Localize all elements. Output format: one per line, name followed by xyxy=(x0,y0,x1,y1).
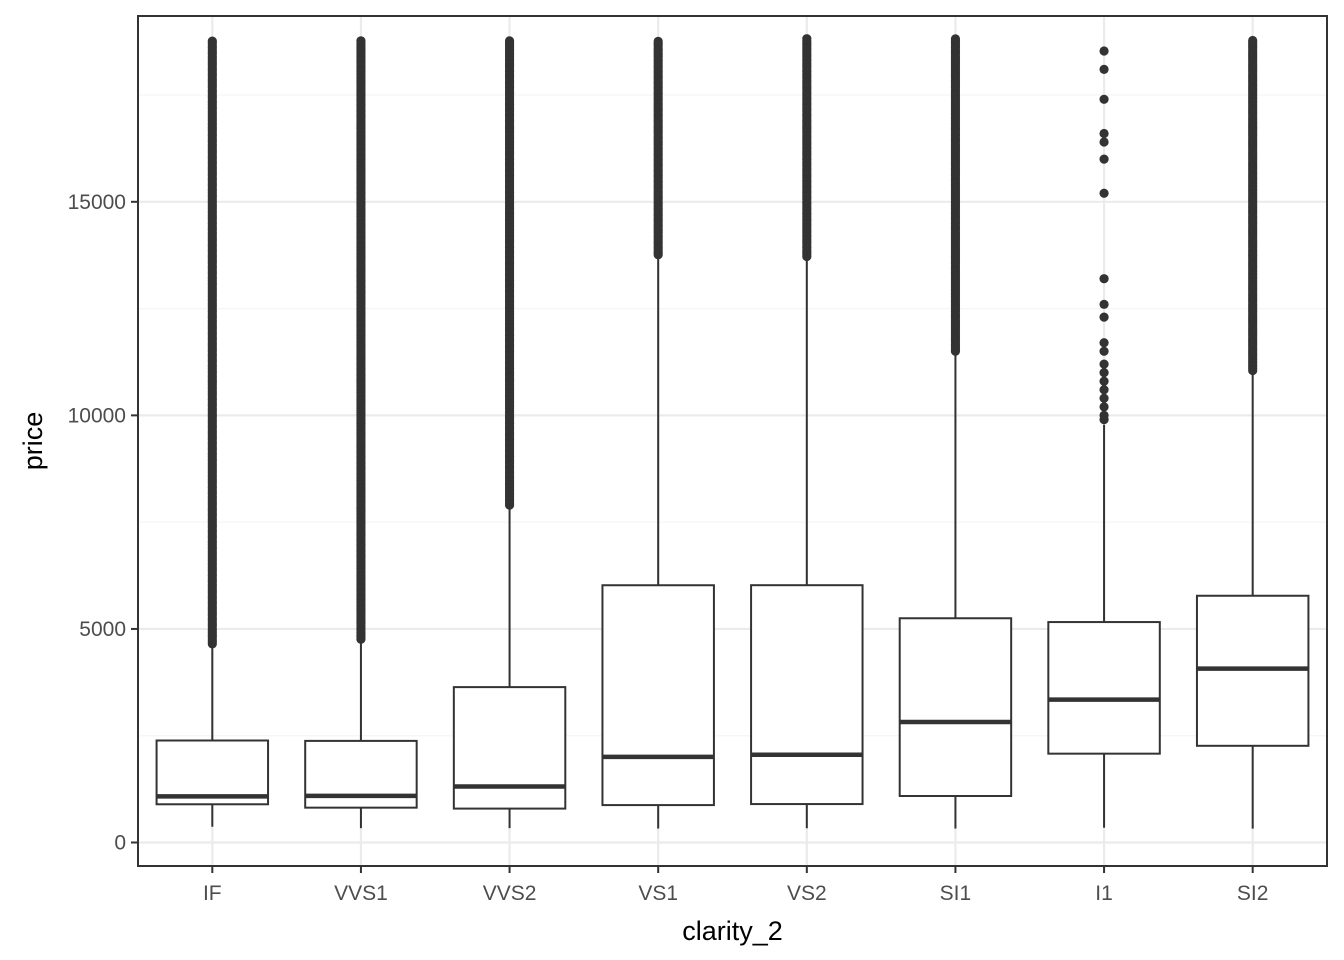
x-tick-label: VS2 xyxy=(787,882,827,905)
outlier-point xyxy=(504,36,515,46)
outlier-point xyxy=(207,36,217,46)
outlier-point xyxy=(1099,368,1109,378)
outlier-point xyxy=(1099,410,1109,420)
outlier-point xyxy=(1248,35,1258,46)
panel-border xyxy=(137,15,1328,867)
outlier-point xyxy=(1099,359,1109,369)
box-group-SI1 xyxy=(898,34,1013,829)
box-group-VVS1 xyxy=(304,36,418,829)
x-tick-label: VVS2 xyxy=(483,882,537,905)
outlier-point xyxy=(950,34,961,44)
x-tick-label: I1 xyxy=(1095,882,1113,905)
box-iqr xyxy=(601,584,715,807)
axes: 0 5000 10000 15000 IF VVS1 VVS2 VS1 VS2 SI1 I1 SI2 xyxy=(68,191,1269,905)
outlier-point xyxy=(1099,346,1109,356)
outlier-point xyxy=(1099,188,1109,198)
outlier-point xyxy=(1099,385,1109,395)
outlier-point xyxy=(1099,274,1109,284)
box-iqr xyxy=(898,617,1013,797)
y-tick-label: 0 xyxy=(114,832,126,855)
y-tick-label: 15000 xyxy=(68,191,126,214)
x-tick-label: SI2 xyxy=(1237,882,1269,905)
outlier-point xyxy=(1099,312,1109,322)
outlier-point xyxy=(1099,402,1109,412)
x-tick-label: VVS1 xyxy=(334,882,388,905)
outlier-point xyxy=(1099,338,1109,348)
x-tick-label: IF xyxy=(203,882,222,905)
x-tick-label: VS1 xyxy=(638,882,678,905)
outlier-point xyxy=(1099,299,1109,309)
y-tick-label: 10000 xyxy=(68,404,126,427)
box-iqr xyxy=(155,739,270,806)
outlier-point xyxy=(1099,154,1109,164)
outlier-point xyxy=(1099,64,1109,74)
box-group-VVS2 xyxy=(452,36,567,829)
box-group-VS1 xyxy=(601,36,715,829)
box-iqr xyxy=(1047,621,1161,755)
y-axis-title: price xyxy=(18,412,48,471)
outlier-point xyxy=(1099,46,1109,56)
outlier-point xyxy=(1099,376,1109,386)
outlier-point xyxy=(356,36,366,46)
box-group-I1 xyxy=(1047,46,1161,828)
outlier-point xyxy=(1099,128,1109,139)
box-group-VS2 xyxy=(750,34,864,829)
box-group-IF xyxy=(155,36,270,827)
boxes xyxy=(155,34,1310,829)
box-iqr xyxy=(750,584,864,806)
box-iqr xyxy=(452,686,567,810)
x-axis-title: clarity_2 xyxy=(682,916,783,946)
x-tick-label: SI1 xyxy=(940,882,972,905)
outlier-point xyxy=(1099,393,1109,403)
outlier-point xyxy=(1099,94,1109,104)
outlier-point xyxy=(802,34,812,44)
outlier-point xyxy=(1099,137,1109,147)
box-group-SI2 xyxy=(1195,35,1310,829)
y-tick-label: 5000 xyxy=(79,618,126,641)
outlier-point xyxy=(653,36,663,46)
